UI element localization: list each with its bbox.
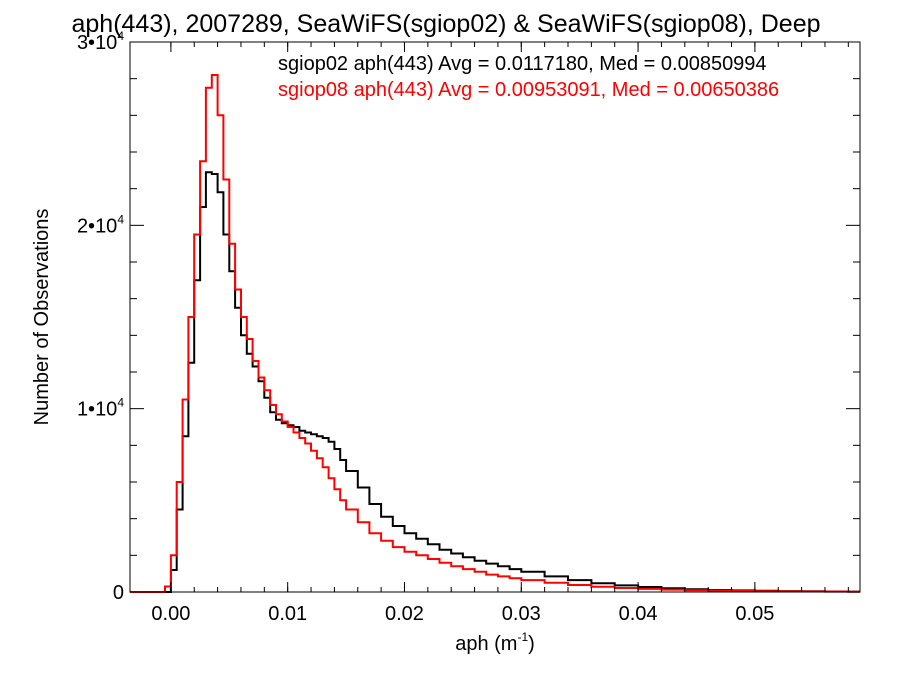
x-axis-label-suffix: )	[528, 633, 535, 655]
chart-title: aph(443), 2007289, SeaWiFS(sgiop02) & Se…	[71, 10, 820, 38]
x-tick-label: 0.01	[268, 603, 307, 625]
x-tick-label: 0.02	[385, 603, 424, 625]
y-tick-label: 3•104	[77, 29, 124, 54]
tick-layer	[130, 41, 860, 593]
y-tick-label-base: 3•10	[77, 32, 117, 54]
annotation-sgiop02: sgiop02 aph(443) Avg = 0.0117180, Med = …	[278, 53, 767, 75]
y-tick-label-base: 0	[113, 582, 124, 604]
y-tick-label-base: 1•10	[77, 399, 117, 421]
y-tick-label-exponent: 4	[117, 212, 124, 226]
plot-frame	[129, 41, 861, 593]
x-tick-label: 0.05	[735, 603, 774, 625]
x-tick-label: 0.00	[151, 603, 190, 625]
series-layer	[130, 74, 860, 593]
x-axis-label-exponent: -1	[517, 630, 528, 644]
x-axis-label-text: aph (m	[455, 633, 517, 655]
x-tick-labels: 0.00 0.01 0.02 0.03 0.04 0.05	[151, 603, 774, 625]
y-tick-label: 1•104	[77, 396, 124, 421]
y-tick-label: 0	[113, 582, 124, 604]
y-tick-label-exponent: 4	[117, 29, 124, 43]
series-line-sgiop08	[130, 74, 860, 593]
annotation-sgiop08: sgiop08 aph(443) Avg = 0.00953091, Med =…	[278, 79, 779, 101]
y-axis-label: Number of Observations	[31, 209, 53, 426]
x-tick-label: 0.04	[619, 603, 658, 625]
y-tick-label-exponent: 4	[117, 396, 124, 410]
x-tick-label: 0.03	[502, 603, 541, 625]
y-tick-label: 2•104	[77, 212, 124, 237]
series-line-sgiop02	[130, 171, 860, 593]
y-tick-label-base: 2•10	[77, 215, 117, 237]
x-axis-label: aph (m-1)	[455, 630, 535, 655]
